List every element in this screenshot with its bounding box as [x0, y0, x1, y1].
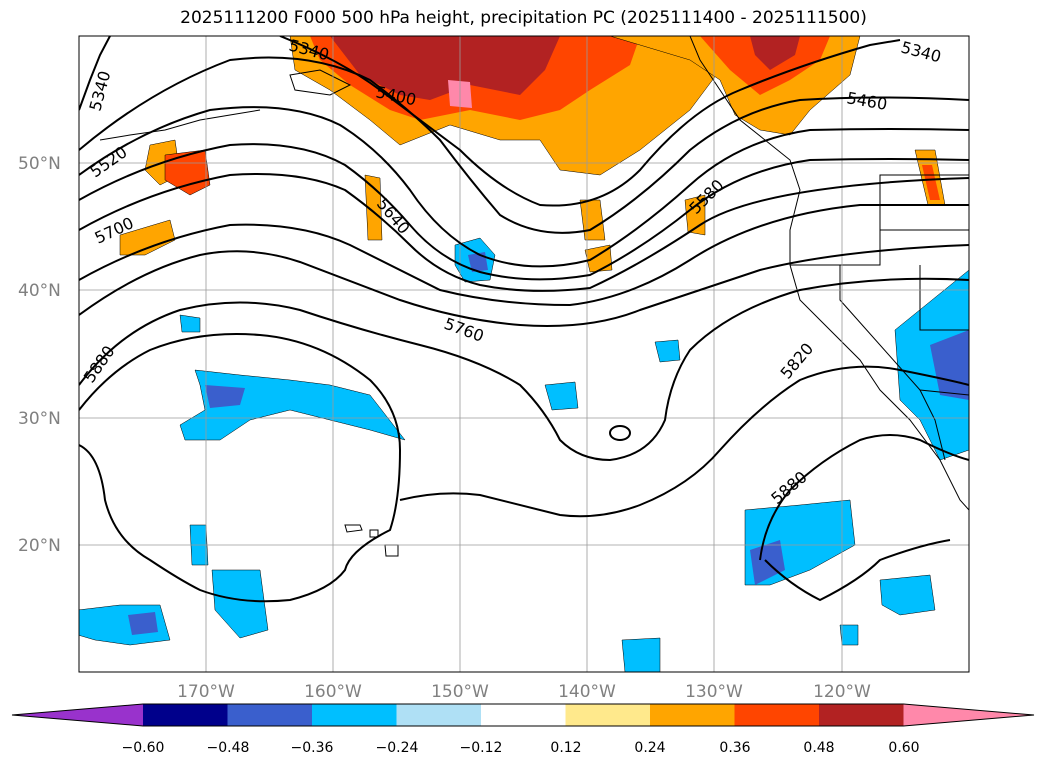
- colorbar-box: [227, 704, 313, 726]
- colorbar-tick: 0.36: [719, 740, 750, 756]
- height-contours: [79, 36, 969, 603]
- lat-label: 50°N: [18, 154, 61, 174]
- lon-label: 150°W: [431, 682, 489, 702]
- lat-label: 40°N: [18, 281, 61, 301]
- colorbar-extend-high: [903, 704, 1034, 726]
- colorbar: [11, 703, 1035, 727]
- colorbar-tick: 0.60: [888, 740, 919, 756]
- graticule: [79, 36, 969, 672]
- colorbar-box: [396, 704, 482, 726]
- colorbar-box: [734, 704, 820, 726]
- map-title: 2025111200 F000 500 hPa height, precipit…: [180, 8, 867, 28]
- colorbar-tick: −0.24: [376, 740, 419, 756]
- lon-label: 120°W: [813, 682, 871, 702]
- colorbar-tick: −0.12: [460, 740, 503, 756]
- colorbar-tick: 0.12: [550, 740, 581, 756]
- colorbar-box: [143, 704, 228, 726]
- map-panel: 5340 5340 5340 5400 5460 5520 5580 5640 …: [79, 36, 969, 672]
- lon-label: 130°W: [685, 682, 743, 702]
- lon-label: 170°W: [177, 682, 235, 702]
- negative-precip-shading: [79, 237, 969, 672]
- latitude-labels: 50°N 40°N 30°N 20°N: [18, 154, 61, 556]
- colorbar-tick: 0.24: [634, 740, 665, 756]
- lon-label: 140°W: [558, 682, 616, 702]
- lat-label: 20°N: [18, 536, 61, 556]
- colorbar-tick: 0.48: [803, 740, 834, 756]
- colorbar-extend-low: [12, 704, 143, 726]
- colorbar-box: [819, 704, 904, 726]
- colorbar-box: [481, 704, 566, 726]
- colorbar-box: [650, 704, 735, 726]
- colorbar-tick: −0.60: [122, 740, 165, 756]
- lat-label: 30°N: [18, 409, 61, 429]
- colorbar-ticks: −0.60 −0.48 −0.36 −0.24 −0.12 0.12 0.24 …: [122, 740, 920, 756]
- colorbar-tick: −0.48: [207, 740, 250, 756]
- coastlines: [99, 36, 969, 557]
- colorbar-box: [565, 704, 651, 726]
- colorbar-box: [312, 704, 397, 726]
- colorbar-tick: −0.36: [291, 740, 334, 756]
- lon-label: 160°W: [304, 682, 362, 702]
- map-border: [78, 35, 970, 673]
- colorbar-outline: [11, 703, 1035, 727]
- longitude-labels: 170°W 160°W 150°W 140°W 130°W 120°W: [177, 682, 871, 702]
